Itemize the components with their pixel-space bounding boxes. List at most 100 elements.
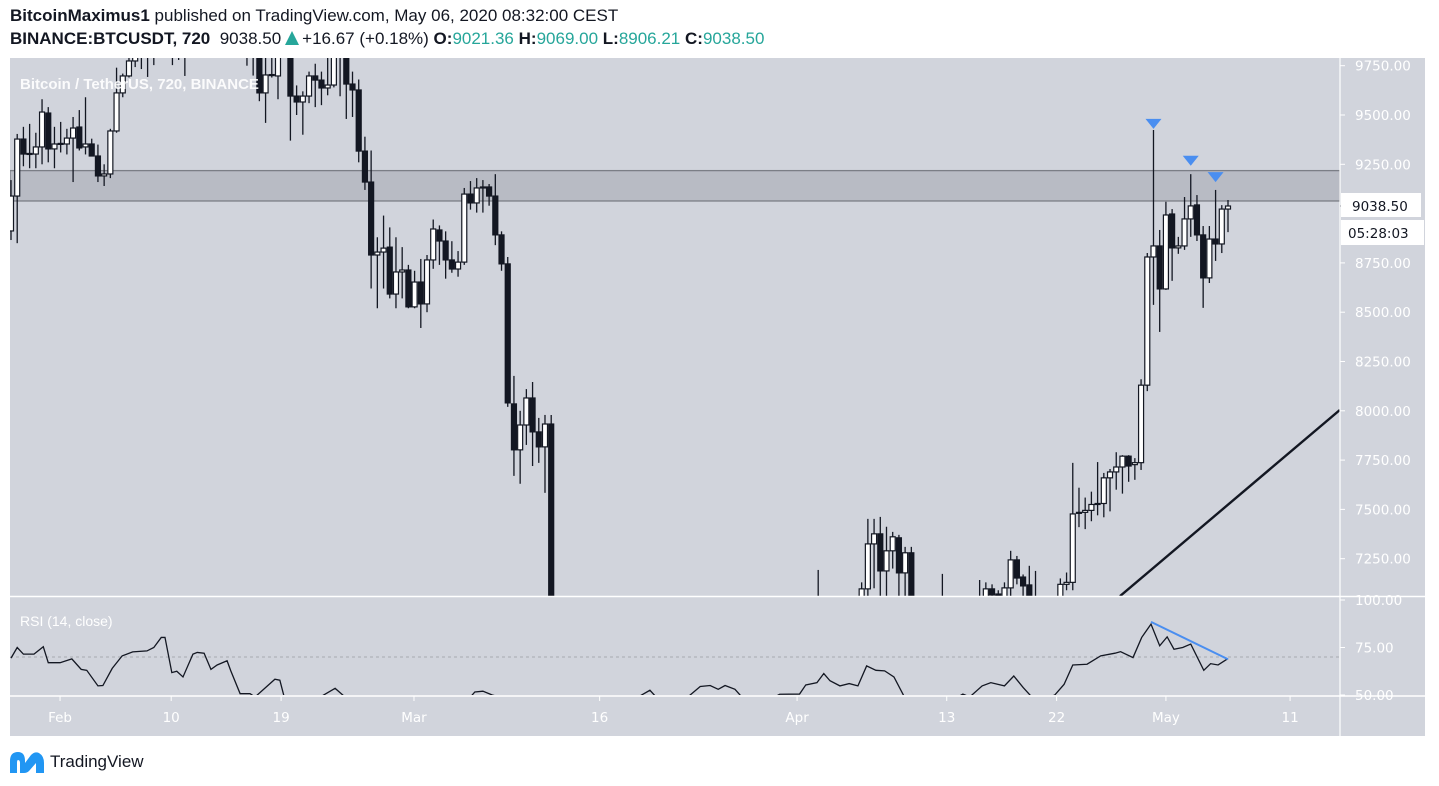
candle-body-up: [10, 195, 15, 232]
candle-body-down: [548, 423, 555, 596]
price-tick-label: 8500.00: [1355, 305, 1411, 321]
candle: [119, 73, 126, 98]
candle-body-up: [1082, 509, 1089, 513]
tradingview-logo[interactable]: TradingView: [8, 749, 144, 775]
candle: [262, 58, 269, 123]
candle-body-up: [1094, 502, 1101, 506]
candle: [1088, 491, 1095, 522]
candle: [355, 79, 362, 163]
candle-body-down: [361, 150, 369, 183]
candle: [448, 241, 455, 273]
price-tick-label: 7250.00: [1355, 552, 1411, 568]
candle-body-up: [1181, 218, 1188, 247]
candle: [1200, 226, 1207, 308]
candle: [69, 116, 77, 183]
candle: [158, 56, 163, 57]
candle: [330, 58, 337, 88]
candle: [32, 132, 39, 169]
candle: [1113, 452, 1120, 490]
candle: [548, 414, 555, 596]
candle-body-up: [430, 228, 437, 261]
symbol-ohlc-bar: BINANCE:BTCUSDT, 720 9038.50 +16.67 (+0.1…: [10, 29, 764, 49]
candle: [226, 56, 231, 57]
candle-body-up: [1113, 466, 1120, 473]
candle-body-down: [368, 181, 375, 256]
candle-body-up: [145, 56, 150, 57]
candle-body-down: [417, 281, 424, 305]
rsi-pane[interactable]: [10, 620, 1340, 697]
candle-body-down: [355, 89, 362, 152]
publish-info: BitcoinMaximus1 published on TradingView…: [10, 6, 618, 26]
candle-body-up: [14, 138, 21, 197]
candle-body-up: [870, 533, 878, 545]
candle: [232, 56, 237, 57]
candle: [45, 107, 52, 163]
candle-body-up: [176, 56, 181, 57]
candle-body-up: [399, 269, 406, 273]
close-label: C:: [685, 29, 703, 48]
candle: [63, 128, 70, 155]
candle-body-down: [201, 56, 206, 57]
open-value: 9021.36: [452, 29, 514, 48]
candle: [1131, 458, 1138, 480]
candle-body-up: [889, 536, 896, 552]
candle: [349, 71, 356, 117]
price-pane[interactable]: [9, 56, 1341, 599]
price-tick-label: 7750.00: [1355, 453, 1411, 469]
candle: [1019, 574, 1027, 596]
candle: [10, 180, 15, 241]
candle-body-up: [902, 552, 909, 574]
candle-body-down: [498, 234, 505, 265]
countdown-label: 05:28:03: [1341, 220, 1424, 245]
author-name[interactable]: BitcoinMaximus1: [10, 6, 150, 25]
candle-body-down: [20, 138, 27, 155]
candle: [386, 227, 393, 299]
candle-body-up: [63, 137, 70, 145]
candle: [299, 91, 306, 135]
candle-body-down: [1019, 576, 1027, 587]
publish-text: published on TradingView.com, May 06, 20…: [154, 6, 619, 25]
candle: [201, 56, 206, 57]
candle-body-up: [473, 187, 480, 204]
candle-body-up: [132, 58, 139, 62]
candle-body-up: [1063, 581, 1070, 585]
candle-body-up: [32, 146, 39, 155]
candle-body-down: [467, 193, 474, 204]
candle: [399, 247, 406, 299]
candle: [889, 531, 896, 569]
candle-body-down: [287, 58, 294, 97]
candle-body-down: [529, 397, 536, 433]
candle: [430, 219, 437, 269]
rsi-line: [10, 622, 1229, 695]
candle-body-down: [244, 56, 249, 57]
candle: [1181, 197, 1188, 250]
candle-body-up: [1057, 583, 1064, 596]
candle-body-up: [26, 152, 33, 156]
candle: [467, 181, 474, 210]
countdown-text: 05:28:03: [1348, 226, 1409, 242]
candle: [14, 133, 21, 244]
time-axis[interactable]: Feb 10 19 Mar 16 Apr 13 22 May 11: [48, 696, 1299, 726]
tradingview-logo-icon: [10, 752, 44, 773]
current-price-label: 9038.50: [1341, 193, 1421, 217]
price-axis[interactable]: 9750.00 9500.00 9250.00 8750.00 8500.00 8250.…: [1340, 59, 1411, 568]
rsi-divergence-line: [1150, 620, 1229, 661]
candle: [1013, 555, 1020, 585]
candle: [423, 255, 431, 313]
candle-body-down: [405, 269, 412, 308]
candle-body-down: [448, 259, 455, 270]
price-tick-label: 9500.00: [1355, 108, 1411, 124]
candle-body-up: [158, 56, 163, 57]
candle: [405, 264, 412, 309]
candle-body-down: [1026, 584, 1033, 596]
candle: [902, 546, 909, 596]
candle: [1137, 379, 1145, 470]
rsi-title[interactable]: RSI (14, close): [20, 613, 113, 629]
candle-body-up: [1007, 559, 1014, 589]
candle: [411, 270, 418, 309]
candle: [94, 144, 102, 183]
candle-body-up: [305, 75, 313, 97]
candle-body-up: [38, 111, 46, 148]
candle: [510, 375, 518, 476]
